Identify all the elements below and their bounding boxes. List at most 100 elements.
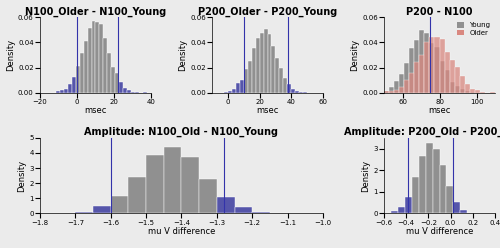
Bar	[389, 91, 394, 93]
Bar	[288, 84, 292, 93]
Title: P200_Older - P200_Young: P200_Older - P200_Young	[198, 7, 337, 17]
Bar	[116, 73, 119, 93]
Bar	[128, 177, 146, 213]
Bar	[460, 210, 468, 213]
Bar	[470, 89, 475, 93]
Bar	[76, 212, 93, 213]
Bar	[284, 78, 288, 93]
Title: Amplitude: P200_Old - P200_Young: Amplitude: P200_Old - P200_Young	[344, 127, 500, 137]
Bar	[268, 34, 272, 93]
Bar	[460, 89, 464, 93]
Bar	[398, 207, 405, 213]
Bar	[292, 89, 295, 93]
Bar	[60, 90, 64, 93]
Bar	[110, 196, 128, 213]
Bar	[454, 67, 460, 93]
Bar	[217, 197, 234, 213]
Bar	[384, 91, 389, 93]
Bar	[280, 68, 283, 93]
Bar	[389, 87, 394, 93]
Bar	[135, 92, 139, 93]
Bar	[480, 92, 485, 93]
Bar	[228, 91, 232, 93]
X-axis label: msec: msec	[428, 106, 450, 115]
X-axis label: mu V difference: mu V difference	[406, 227, 473, 236]
Bar	[96, 22, 100, 93]
Bar	[404, 63, 409, 93]
Bar	[260, 33, 264, 93]
Bar	[464, 91, 470, 93]
Legend: Young, Older: Young, Older	[456, 21, 492, 37]
Bar	[295, 91, 299, 93]
Bar	[414, 62, 420, 93]
Bar	[127, 90, 131, 93]
Bar	[444, 70, 450, 93]
Bar	[224, 92, 228, 93]
Bar	[450, 82, 454, 93]
Bar	[426, 143, 432, 213]
Bar	[104, 38, 108, 93]
Bar	[276, 58, 280, 93]
Bar	[143, 92, 147, 93]
Title: N100_Older - N100_Young: N100_Older - N100_Young	[25, 7, 166, 17]
Bar	[394, 81, 399, 93]
Bar	[384, 92, 389, 93]
Bar	[420, 55, 424, 93]
Bar	[412, 177, 418, 213]
Bar	[88, 28, 92, 93]
Bar	[434, 47, 440, 93]
Bar	[440, 61, 444, 93]
Y-axis label: Density: Density	[18, 159, 26, 192]
Bar	[182, 157, 199, 213]
Title: P200 - N100: P200 - N100	[406, 7, 473, 17]
Bar	[256, 38, 260, 93]
Bar	[454, 202, 460, 213]
Bar	[248, 62, 252, 93]
X-axis label: msec: msec	[84, 106, 106, 115]
Bar	[108, 53, 112, 93]
Bar	[470, 92, 475, 93]
Bar	[404, 80, 409, 93]
Bar	[414, 40, 420, 93]
Bar	[430, 43, 434, 93]
Y-axis label: Density: Density	[362, 159, 370, 192]
Bar	[72, 77, 76, 93]
Bar	[409, 73, 414, 93]
Bar	[420, 31, 424, 93]
Bar	[450, 60, 454, 93]
X-axis label: msec: msec	[256, 106, 278, 115]
Y-axis label: Density: Density	[350, 39, 359, 71]
Bar	[252, 48, 256, 93]
Bar	[100, 24, 103, 93]
Y-axis label: Density: Density	[6, 39, 15, 71]
Bar	[131, 92, 135, 93]
Bar	[76, 65, 80, 93]
Bar	[409, 48, 414, 93]
Bar	[92, 21, 96, 93]
Bar	[112, 67, 116, 93]
Bar	[475, 90, 480, 93]
Bar	[84, 41, 87, 93]
Bar	[93, 206, 110, 213]
Bar	[424, 33, 430, 93]
Bar	[244, 69, 248, 93]
Bar	[299, 92, 303, 93]
Bar	[120, 82, 123, 93]
Bar	[272, 46, 276, 93]
Bar	[391, 211, 398, 213]
Bar	[303, 92, 307, 93]
Bar	[405, 197, 412, 213]
Bar	[394, 90, 399, 93]
Bar	[418, 155, 426, 213]
Bar	[199, 179, 217, 213]
Bar	[164, 147, 182, 213]
Bar	[234, 207, 252, 213]
Y-axis label: Density: Density	[178, 39, 187, 71]
Bar	[464, 84, 470, 93]
Bar	[432, 149, 440, 213]
X-axis label: mu V difference: mu V difference	[148, 227, 215, 236]
Bar	[264, 29, 268, 93]
Bar	[252, 212, 270, 213]
Bar	[64, 89, 68, 93]
Bar	[399, 74, 404, 93]
